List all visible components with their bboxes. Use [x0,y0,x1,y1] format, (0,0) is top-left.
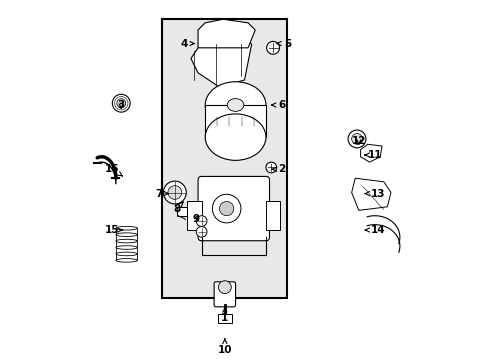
Text: 4: 4 [180,39,194,49]
Circle shape [196,226,206,237]
Bar [265,202,280,230]
Text: 6: 6 [271,100,285,110]
Text: 12: 12 [351,136,366,146]
Circle shape [347,130,365,148]
Polygon shape [360,144,381,162]
Polygon shape [190,37,251,87]
Circle shape [212,194,241,223]
Text: 8: 8 [173,202,183,213]
Bar [187,202,201,230]
Bar [162,19,287,298]
Ellipse shape [205,82,265,128]
Text: 5: 5 [277,39,290,49]
Text: 15: 15 [105,225,122,235]
FancyBboxPatch shape [198,176,269,241]
Text: 9: 9 [192,214,200,224]
Text: 11: 11 [364,150,381,160]
Ellipse shape [116,233,137,237]
Ellipse shape [116,252,137,256]
Polygon shape [198,19,255,48]
Bar [217,314,231,323]
Bar [205,105,265,137]
Circle shape [117,99,125,108]
Circle shape [196,216,206,226]
Circle shape [112,94,130,112]
Ellipse shape [227,99,244,111]
Circle shape [168,186,182,199]
Text: 16: 16 [105,164,122,176]
Text: 7: 7 [155,189,168,199]
Circle shape [218,281,231,294]
Circle shape [265,162,276,173]
FancyBboxPatch shape [214,282,235,307]
Text: 14: 14 [365,225,385,235]
Text: 3: 3 [118,100,124,110]
Bar [176,207,187,216]
Ellipse shape [205,114,265,160]
Text: 2: 2 [272,164,285,174]
Polygon shape [351,178,390,210]
Ellipse shape [116,226,137,230]
Circle shape [163,181,186,204]
Circle shape [351,134,362,144]
Ellipse shape [116,258,137,262]
Circle shape [219,202,233,216]
Ellipse shape [116,246,137,249]
Circle shape [266,41,279,54]
Ellipse shape [116,239,137,243]
Text: 13: 13 [365,189,385,199]
Text: 10: 10 [217,339,232,355]
Text: 1: 1 [221,307,228,323]
